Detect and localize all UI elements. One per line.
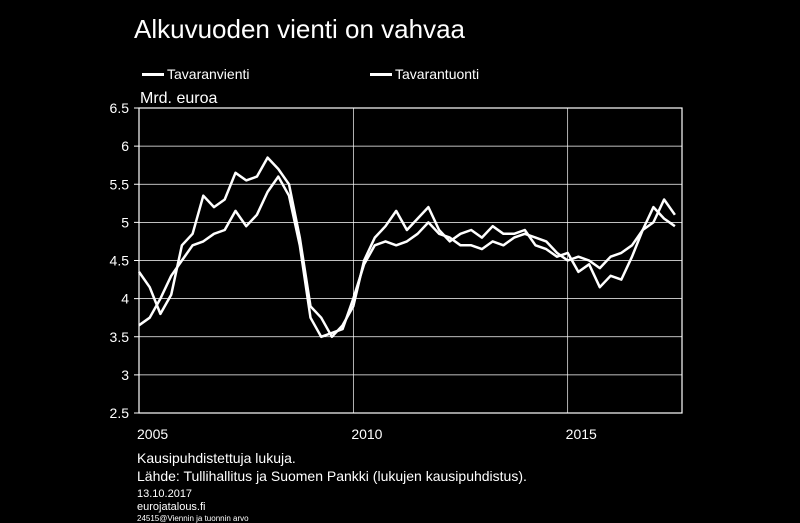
legend-swatch-import bbox=[370, 72, 392, 76]
y-tick-label: 6 bbox=[121, 138, 129, 154]
y-tick-label: 4 bbox=[121, 291, 129, 307]
y-axis-unit-label: Mrd. euroa bbox=[140, 90, 218, 107]
legend-label-export: Tavaranvienti bbox=[167, 66, 250, 82]
note-date: 13.10.2017 bbox=[137, 488, 193, 500]
y-tick-label: 6.5 bbox=[110, 100, 130, 116]
y-tick-label: 2.5 bbox=[110, 405, 130, 421]
series-line-export bbox=[137, 156, 676, 339]
y-tick-label: 3 bbox=[121, 367, 129, 383]
plot-frame bbox=[138, 107, 683, 414]
note-code: 24515@Viennin ja tuonnin arvo bbox=[137, 514, 249, 523]
y-tick-label: 5 bbox=[121, 214, 129, 230]
chart-title: Alkuvuoden vienti on vahvaa bbox=[134, 14, 466, 44]
legend-item-export: Tavaranvienti bbox=[142, 66, 250, 82]
note-site: eurojatalous.fi bbox=[137, 501, 206, 513]
note-source: Lähde: Tullihallitus ja Suomen Pankki (l… bbox=[137, 468, 527, 484]
legend-item-import: Tavarantuonti bbox=[370, 66, 479, 82]
y-tick-label: 4.5 bbox=[110, 253, 130, 269]
legend-swatch-export bbox=[142, 72, 164, 76]
x-tick-label: 2010 bbox=[351, 426, 382, 442]
series-line-import bbox=[138, 175, 676, 339]
y-tick-label: 3.5 bbox=[110, 329, 130, 345]
note-seasonal: Kausipuhdistettuja lukuja. bbox=[137, 450, 296, 466]
y-tick-label: 5.5 bbox=[110, 176, 130, 192]
x-tick-label: 2015 bbox=[566, 426, 597, 442]
legend-label-import: Tavarantuonti bbox=[395, 66, 480, 82]
x-tick-label: 2005 bbox=[137, 426, 168, 442]
